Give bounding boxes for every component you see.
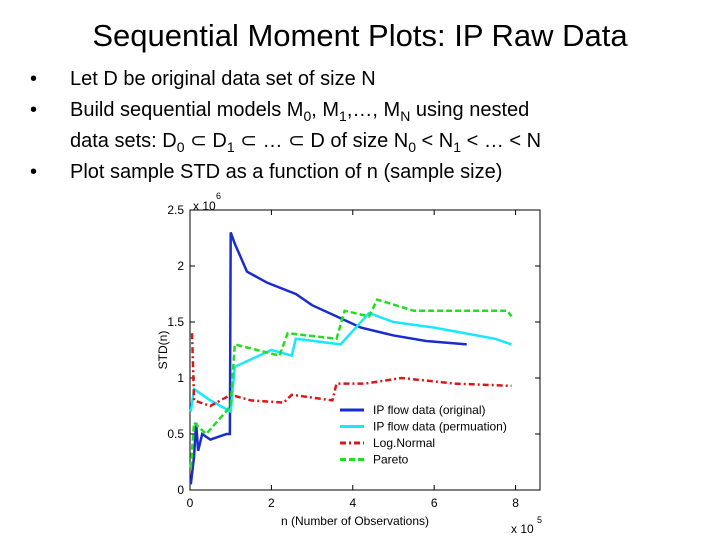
x-axis-label: n (Number of Observations): [281, 514, 429, 528]
y-tick-label: 1: [177, 371, 184, 385]
bullet-text: Plot sample STD as a function of n (samp…: [70, 161, 502, 183]
x-tick-label: 8: [512, 496, 519, 510]
text-run: Let D be original data set of size N: [70, 68, 376, 90]
text-run: , M: [311, 99, 339, 121]
x-tick-label: 4: [349, 496, 356, 510]
bullet-text: data sets: D0 ⊂ D1 ⊂ … ⊂ D of size N0 < …: [70, 130, 541, 155]
plot-frame: [189, 209, 541, 491]
y-tick-label: 2: [177, 259, 184, 273]
bullet-marker: •: [30, 68, 37, 90]
series-line: [189, 231, 467, 485]
bullet-text: Let D be original data set of size N: [70, 68, 376, 90]
x-multiplier-exponent: 5: [537, 515, 542, 525]
text-run: Plot sample STD as a function of n (samp…: [70, 161, 502, 183]
chart: 0 2 4 6 8 0 0.5 1 1.5 2 2.5 n (Number of Observatio…: [156, 191, 542, 536]
slide-title: Sequential Moment Plots: IP Raw Data: [92, 18, 628, 53]
bullet-marker: •: [30, 161, 37, 183]
text-run: using nested: [410, 99, 529, 121]
series-line: [189, 298, 513, 468]
bullet-marker: •: [30, 99, 37, 121]
y-multiplier-exponent: 6: [216, 191, 221, 201]
text-run: ⊂ D: [185, 130, 227, 152]
text-run: ,…, M: [347, 99, 400, 121]
text-run: < … < N: [461, 130, 541, 152]
legend-label: Pareto: [373, 453, 409, 467]
x-tick-label: 6: [431, 496, 438, 510]
y-tick-label: 1.5: [167, 315, 184, 329]
x-tick-label: 0: [187, 496, 194, 510]
y-tick-label: 2.5: [167, 203, 184, 217]
subscript: 0: [303, 108, 311, 124]
x-multiplier: x 10: [511, 522, 534, 536]
y-axis-label: STD(n): [156, 331, 170, 370]
y-tick-label: 0.5: [167, 427, 184, 441]
text-run: < N: [416, 130, 453, 152]
bullet-text: Build sequential models M0, M1,…, MN usi…: [70, 99, 529, 124]
text-run: ⊂ … ⊂ D of size N: [235, 130, 409, 152]
x-tick-label: 2: [268, 496, 275, 510]
subscript: 0: [177, 139, 185, 155]
legend-label: Log.Normal: [373, 436, 435, 450]
bullet-list: • Let D be original data set of size N • Bu…: [30, 68, 541, 183]
text-run: data sets: D: [70, 130, 177, 152]
subscript: N: [400, 108, 410, 124]
subscript: 1: [339, 108, 347, 124]
y-multiplier: x 10: [193, 199, 216, 213]
subscript: 0: [408, 139, 416, 155]
text-run: Build sequential models M: [70, 99, 303, 121]
subscript: 1: [453, 139, 461, 155]
legend-label: IP flow data (permuation): [373, 420, 507, 434]
series-line: [189, 311, 512, 414]
series-line: [190, 333, 512, 408]
y-tick-label: 0: [177, 483, 184, 497]
subscript: 1: [227, 139, 235, 155]
legend-label: IP flow data (original): [373, 403, 486, 417]
